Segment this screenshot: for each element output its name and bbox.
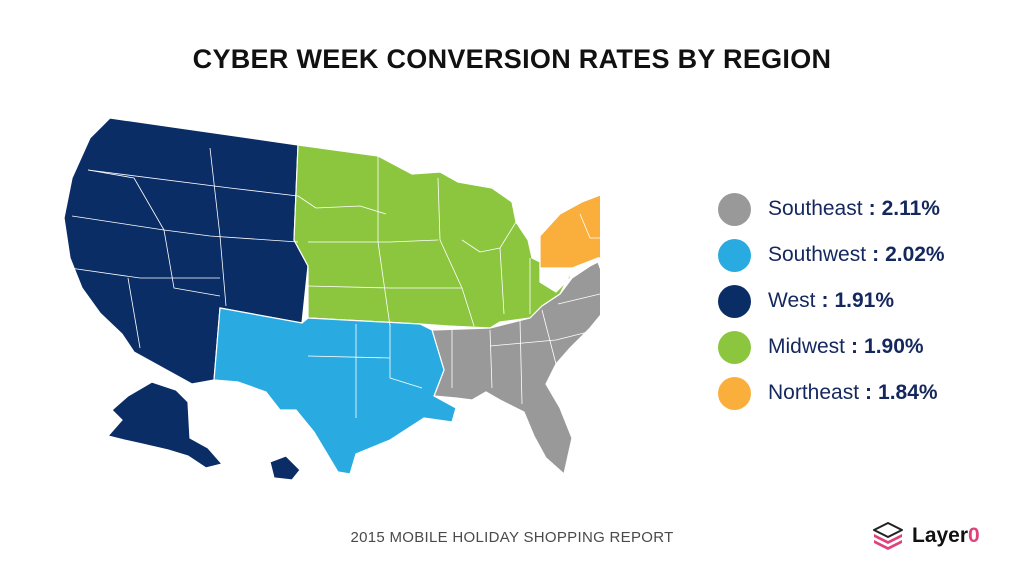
legend-region-label: Southeast <box>768 197 863 220</box>
region-southeast[interactable] <box>431 261 600 476</box>
legend-value: 2.02% <box>885 243 945 266</box>
legend-item-midwest: Midwest:1.90% <box>718 324 1018 370</box>
region-west-alaska[interactable] <box>106 381 224 469</box>
legend-dot <box>718 192 751 226</box>
legend: Southeast:2.11% Southwest:2.02% West:1.9… <box>718 186 1018 416</box>
legend-dot <box>718 330 751 364</box>
legend-separator: : <box>851 335 859 358</box>
legend-separator: : <box>865 381 873 404</box>
legend-region-label: West <box>768 289 816 312</box>
report-footer: 2015 MOBILE HOLIDAY SHOPPING REPORT <box>350 529 674 546</box>
legend-item-southwest: Southwest:2.02% <box>718 232 1018 278</box>
legend-value: 1.84% <box>878 381 938 404</box>
legend-separator: : <box>868 197 876 220</box>
page-title: CYBER WEEK CONVERSION RATES BY REGION <box>192 44 832 74</box>
legend-value: 1.90% <box>864 335 924 358</box>
legend-region-label: Northeast <box>768 381 860 404</box>
region-northeast[interactable] <box>539 138 600 269</box>
legend-dot <box>718 238 751 272</box>
logo-name: Layer <box>912 524 969 547</box>
legend-separator: : <box>872 243 880 266</box>
us-regions-map <box>63 118 600 481</box>
region-southwest[interactable] <box>213 307 457 475</box>
legend-separator: : <box>821 289 829 312</box>
region-midwest[interactable] <box>293 144 573 329</box>
legend-region-label: Southwest <box>768 243 867 266</box>
legend-dot <box>718 376 751 410</box>
region-west-hawaii[interactable] <box>269 455 301 481</box>
legend-region-label: Midwest <box>768 335 846 358</box>
layer0-logo: Layer0 <box>870 520 980 552</box>
legend-item-west: West:1.91% <box>718 278 1018 324</box>
logo-accent: 0 <box>968 524 980 547</box>
legend-value: 2.11% <box>881 197 940 220</box>
legend-item-northeast: Northeast:1.84% <box>718 370 1018 416</box>
legend-dot <box>718 284 751 318</box>
legend-item-southeast: Southeast:2.11% <box>718 186 1018 232</box>
stacked-layers-icon <box>873 522 903 550</box>
legend-value: 1.91% <box>834 289 895 312</box>
